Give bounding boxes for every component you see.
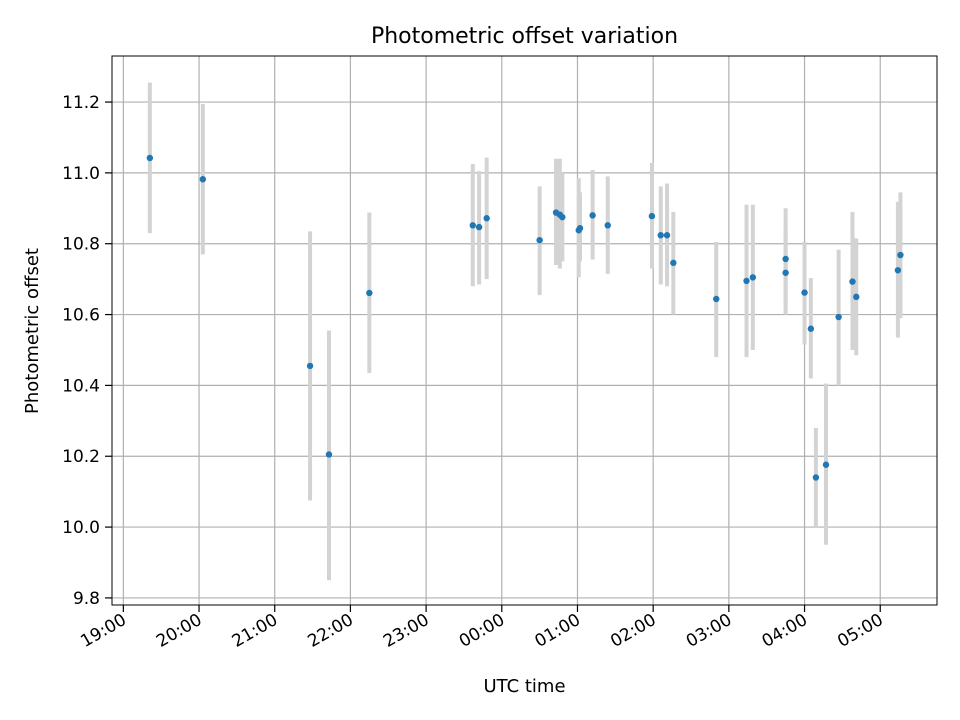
data-point xyxy=(894,267,902,274)
x-axis-label: UTC time xyxy=(483,676,565,697)
data-points xyxy=(146,154,904,481)
y-tick-label: 10.2 xyxy=(62,447,100,467)
data-point xyxy=(325,451,333,458)
data-point xyxy=(146,154,154,162)
y-axis-label: Photometric offset xyxy=(22,248,43,414)
data-point xyxy=(536,236,543,244)
data-point xyxy=(743,277,750,285)
data-point xyxy=(782,255,789,263)
data-point xyxy=(657,232,664,239)
data-point xyxy=(475,223,483,231)
y-tick-label: 10.4 xyxy=(62,376,100,396)
data-point xyxy=(589,212,596,219)
data-point xyxy=(604,222,611,229)
data-point xyxy=(648,212,656,220)
data-point xyxy=(835,313,842,321)
plot-frame xyxy=(111,55,938,606)
data-point xyxy=(749,274,757,281)
y-tick-label: 11.2 xyxy=(62,93,100,113)
data-point xyxy=(663,232,671,239)
data-point xyxy=(822,461,830,468)
data-point xyxy=(483,215,490,222)
data-point xyxy=(670,259,677,267)
y-tick-label: 10.8 xyxy=(62,235,100,255)
y-tick-label: 10.0 xyxy=(62,518,100,538)
data-point xyxy=(199,176,207,183)
data-point xyxy=(807,325,815,332)
data-point xyxy=(576,224,584,232)
y-tick-label: 11.0 xyxy=(62,164,100,184)
data-point xyxy=(897,251,904,259)
data-point xyxy=(306,362,314,370)
data-point xyxy=(853,293,860,301)
y-axis-ticks: 9.8 10.0 10.2 10.4 10.6 10.8 11.0 11.2 xyxy=(62,93,112,609)
data-point xyxy=(559,213,566,221)
data-point xyxy=(849,278,856,285)
data-point xyxy=(782,269,789,276)
chart-title: Photometric offset variation xyxy=(371,24,678,49)
data-point xyxy=(812,474,820,481)
data-point xyxy=(469,222,476,229)
y-tick-label: 10.6 xyxy=(62,306,100,326)
grid-lines xyxy=(112,56,937,605)
y-tick-label: 9.8 xyxy=(73,589,100,609)
data-point xyxy=(801,289,808,296)
data-point xyxy=(713,295,720,303)
data-point xyxy=(366,289,373,297)
